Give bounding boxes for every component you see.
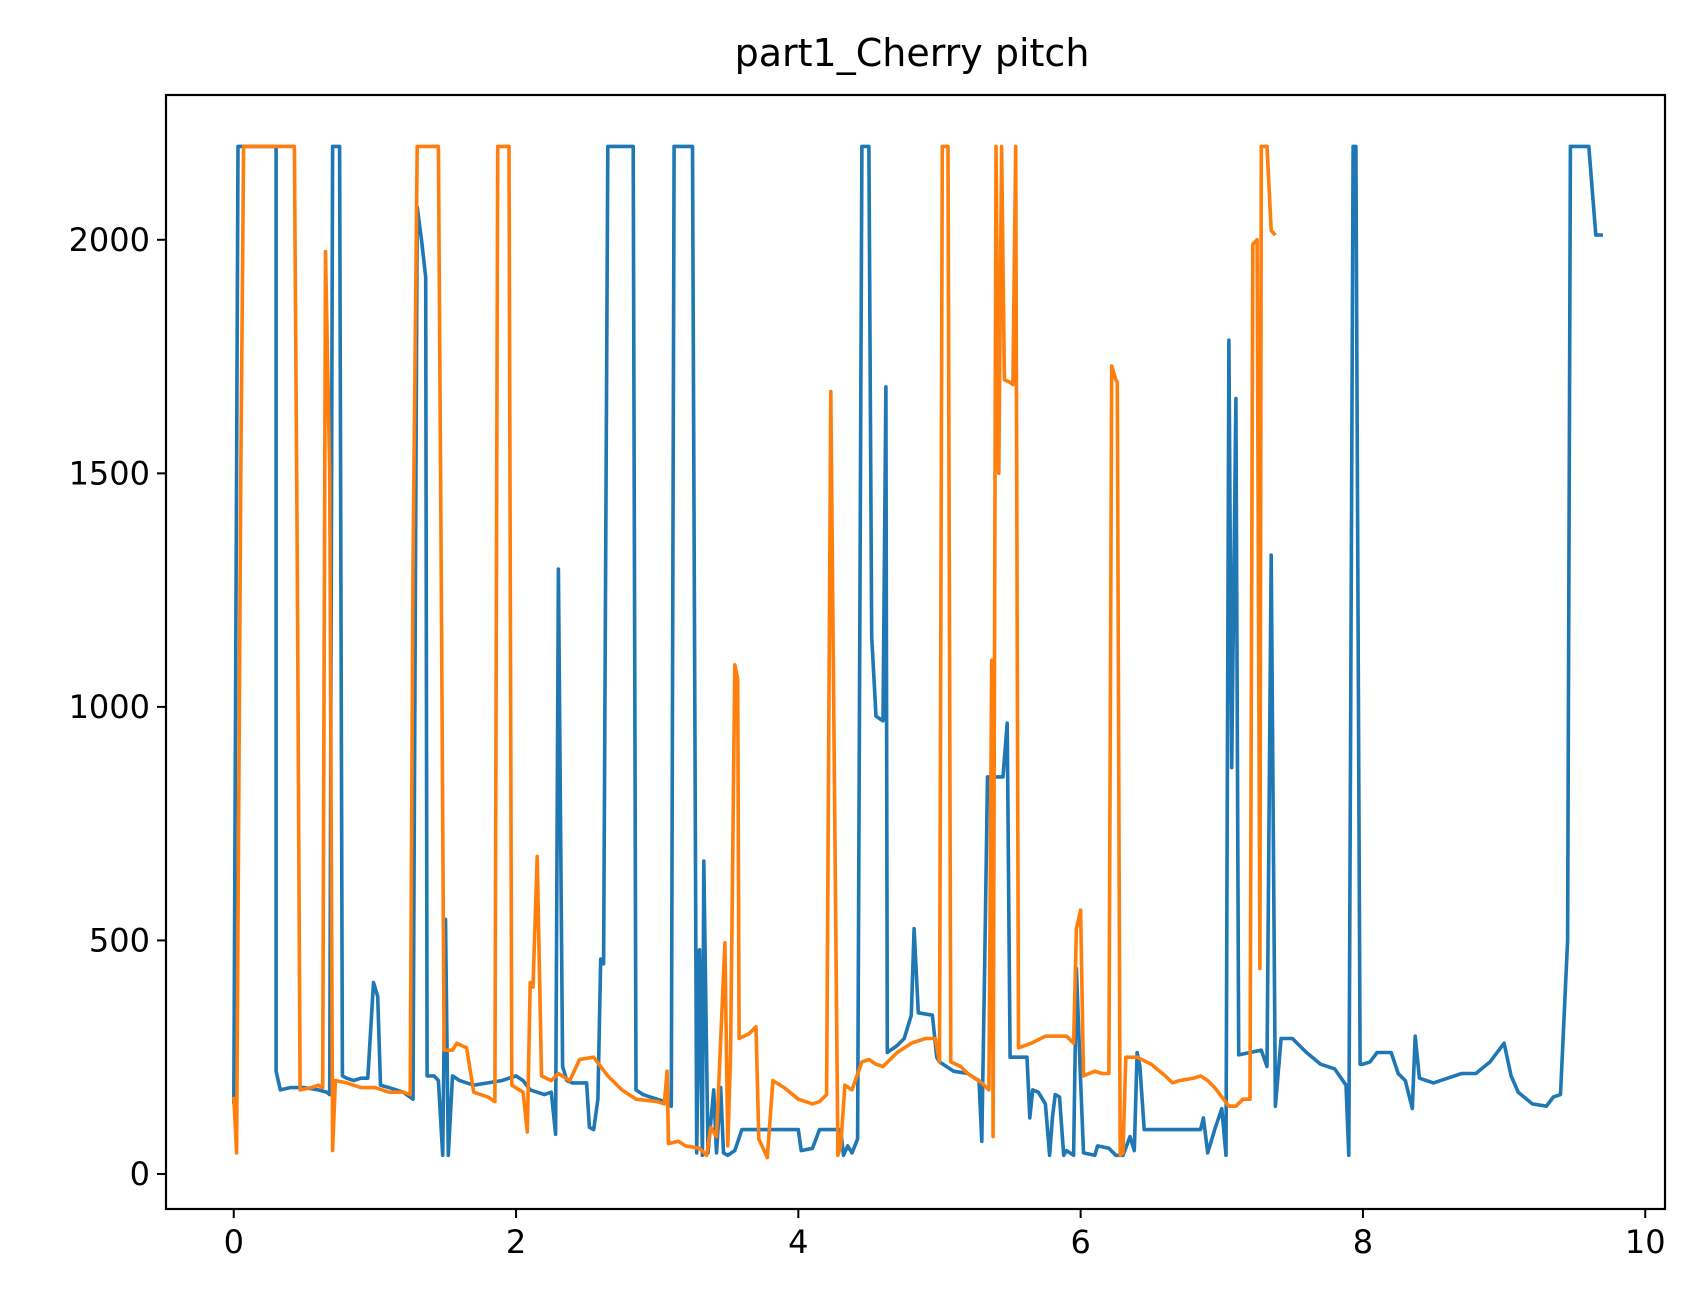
x-tick-label: 6 (1070, 1223, 1090, 1261)
x-tick-label: 10 (1625, 1223, 1666, 1261)
series-line-1 (232, 144, 1603, 1158)
series-layer (232, 144, 1603, 1160)
x-tick-label: 2 (506, 1223, 526, 1261)
y-tick-label: 2000 (69, 221, 150, 259)
y-tick-label: 1500 (69, 454, 150, 492)
series-line-2 (232, 144, 1277, 1160)
y-tick-label: 1000 (69, 688, 150, 726)
x-axis: 0 2 4 6 8 10 (224, 1209, 1666, 1261)
chart-title: part1_Cherry pitch (735, 31, 1090, 75)
x-tick-label: 8 (1353, 1223, 1373, 1261)
y-axis: 0 500 1000 1500 2000 (69, 221, 166, 1193)
plot-frame (164, 93, 1667, 1211)
y-tick-label: 500 (89, 921, 150, 959)
x-tick-label: 0 (224, 1223, 244, 1261)
x-tick-label: 4 (788, 1223, 808, 1261)
y-tick-label: 0 (130, 1155, 150, 1193)
